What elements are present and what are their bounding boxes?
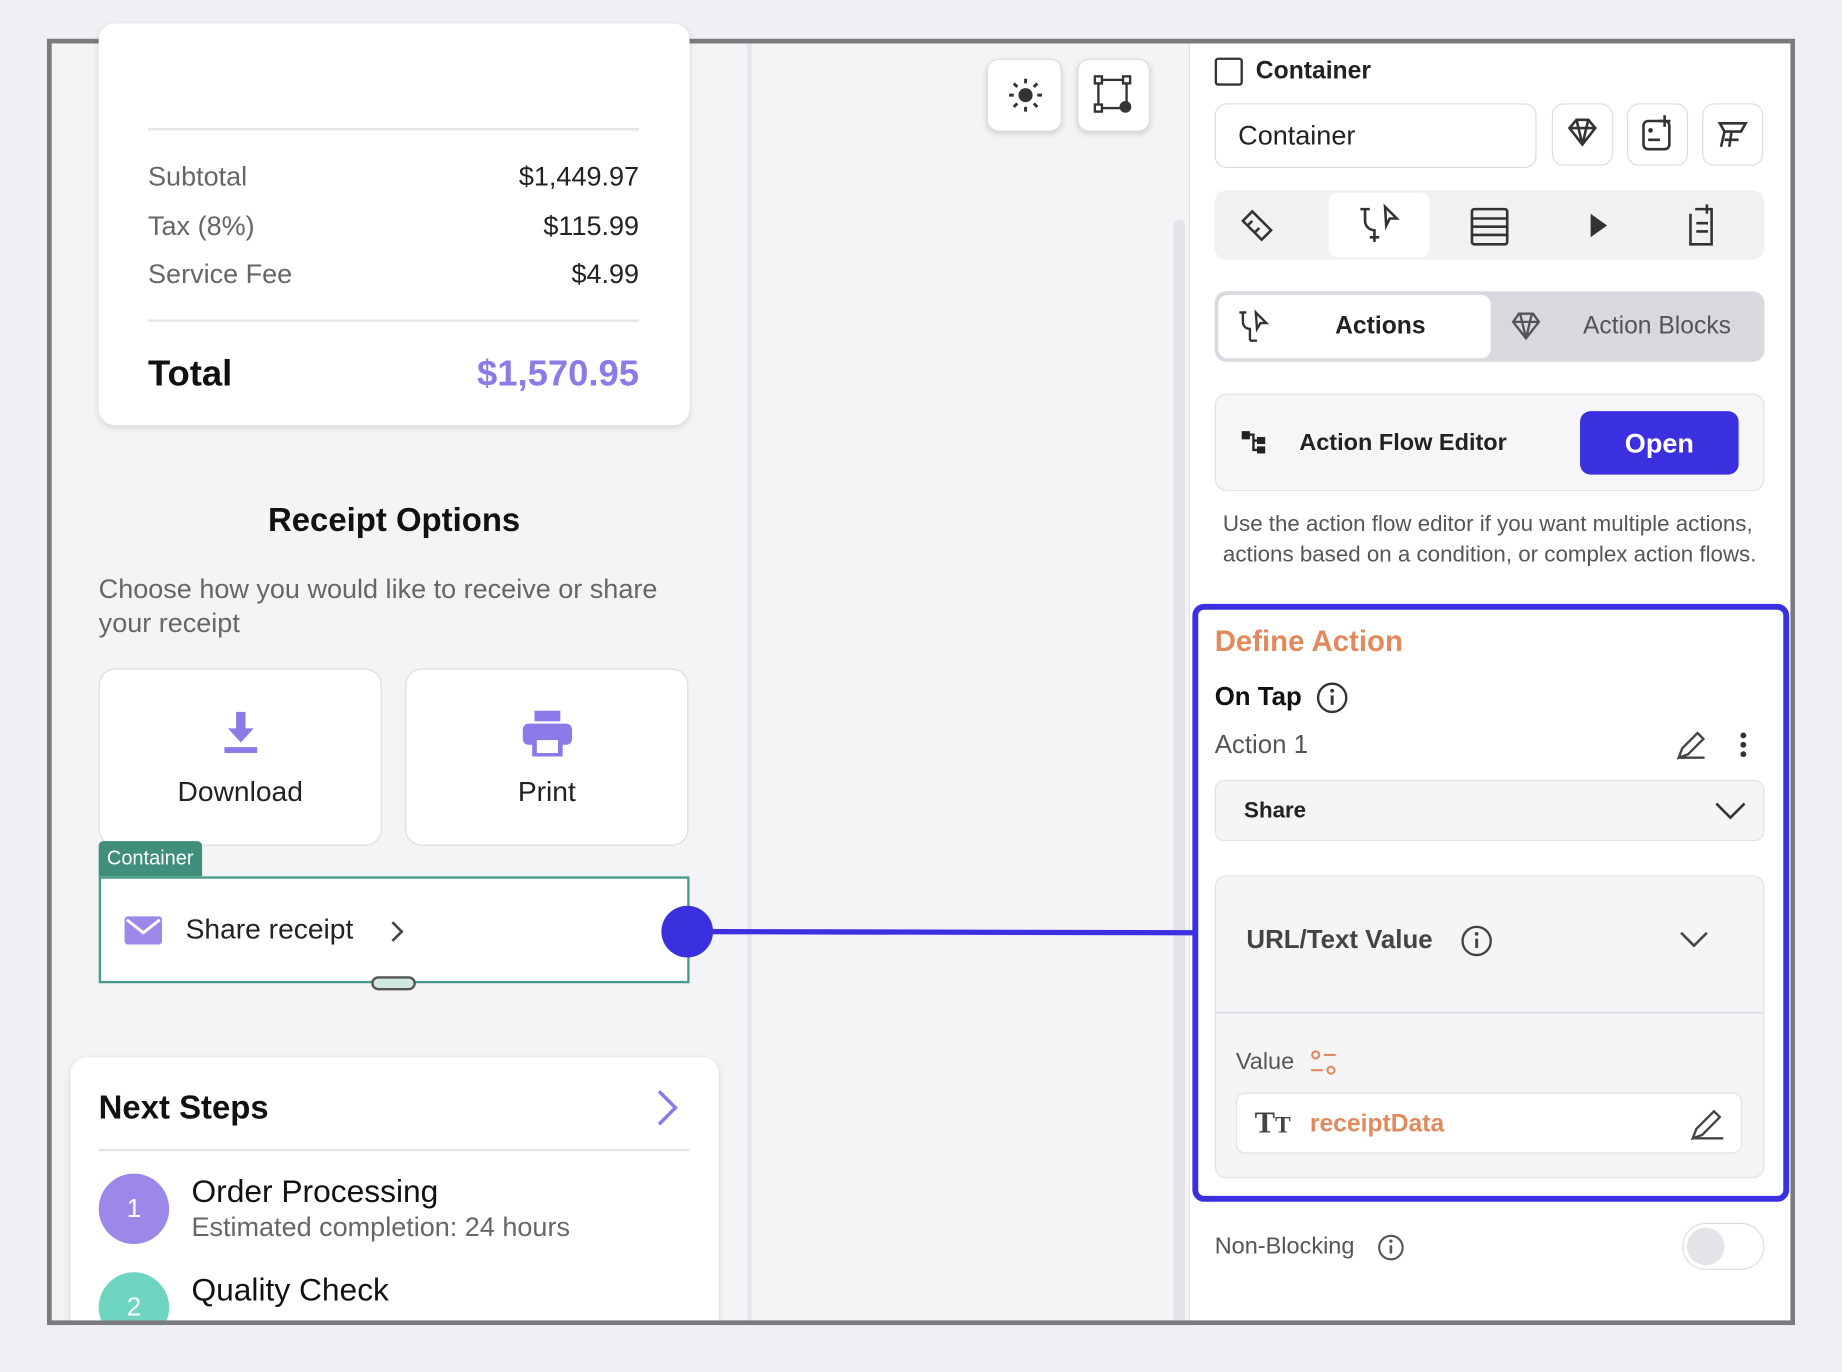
toggle[interactable] (1682, 1222, 1765, 1270)
name-input[interactable] (1214, 103, 1537, 168)
icon-button[interactable] (1551, 103, 1613, 166)
theme-button[interactable] (986, 58, 1062, 132)
section-description: Choose how you would like to receive or … (98, 573, 658, 638)
parameter-title: URL/Text Value (1246, 924, 1433, 954)
tab-icons (1241, 203, 1713, 246)
icon-button[interactable] (1702, 103, 1764, 166)
step-title: Order Processing (191, 1173, 439, 1209)
mail-icon (124, 916, 163, 945)
value-text: receiptData (1309, 1110, 1445, 1138)
action-name: Action 1 (1214, 729, 1309, 759)
layout-button[interactable] (1077, 58, 1151, 132)
icon-button[interactable] (1627, 103, 1689, 166)
separator (148, 128, 640, 131)
resize-handle[interactable] (371, 976, 416, 991)
value-field[interactable] (1235, 1092, 1743, 1154)
action-type-dropdown[interactable] (1214, 780, 1765, 842)
flow-icon (1241, 431, 1266, 454)
download-icon (224, 711, 258, 754)
flow-editor-label: Action Flow Editor (1299, 429, 1507, 456)
separator (98, 1148, 690, 1152)
separator (1215, 1011, 1764, 1014)
name-input-text: Container (1238, 119, 1356, 151)
value-label: Value (1235, 1049, 1295, 1075)
chevron (657, 1090, 678, 1126)
step-title: Quality Check (191, 1272, 389, 1308)
total-value: $1,570.95 (477, 352, 640, 394)
action-tools (1676, 731, 1747, 760)
edit-icon[interactable] (1688, 1105, 1728, 1143)
widget-label: Container (1255, 57, 1371, 85)
total-label: Total (148, 352, 233, 394)
download-label: Download (177, 776, 303, 809)
divider (747, 43, 752, 1321)
print-icon (522, 710, 573, 757)
segment-selected[interactable] (1218, 294, 1491, 359)
chevron-down (1715, 802, 1746, 820)
summary-card (98, 23, 690, 426)
tab-action-blocks[interactable]: Action Blocks (1582, 312, 1732, 340)
connector (661, 905, 1196, 958)
chevron-down (1680, 931, 1708, 948)
summary-label: Service Fee (148, 258, 293, 289)
tab-selected[interactable] (1328, 192, 1430, 258)
share-label: Share receipt (185, 913, 354, 946)
tab-bar (1214, 190, 1765, 260)
separator (148, 319, 640, 322)
summary-value: $1,449.97 (518, 160, 640, 192)
scrollbar (1173, 219, 1186, 1321)
section-title: Receipt Options (268, 501, 521, 539)
blocks-icon (1511, 312, 1541, 341)
chevron (391, 921, 404, 942)
frame-edge (46, 1320, 1796, 1326)
checkbox[interactable] (1214, 57, 1243, 86)
summary-label: Tax (8%) (148, 209, 255, 241)
next-steps-card (70, 1057, 719, 1363)
actions-icon (1239, 309, 1270, 342)
define-action-title: Define Action (1214, 624, 1403, 658)
help-text: Use the action flow editor if you want m… (1222, 512, 1757, 567)
highlight (1192, 603, 1790, 1202)
non-blocking-label: Non-Blocking (1214, 1233, 1355, 1260)
variable-icon (1311, 1050, 1336, 1075)
download-card[interactable] (98, 668, 382, 846)
tab-actions[interactable]: Actions (1335, 312, 1426, 340)
trigger-label: On Tap (1214, 681, 1302, 711)
container-tag: Container (98, 841, 202, 877)
info-icon (1316, 682, 1348, 714)
step-number: 1 (98, 1173, 170, 1245)
backdrop (0, 1325, 1842, 1372)
info-icon (1378, 1234, 1404, 1261)
text-type-icon: TT (1254, 1105, 1291, 1140)
share-container[interactable] (98, 876, 690, 984)
step-subtitle: Estimated completion: 24 hours (191, 1211, 570, 1242)
summary-value: $4.99 (571, 258, 640, 289)
open-button[interactable]: Open (1580, 411, 1739, 475)
summary-label: Subtotal (148, 160, 248, 192)
print-card[interactable] (405, 668, 689, 846)
action-type: Share (1244, 798, 1307, 824)
next-steps-title: Next Steps (98, 1088, 269, 1126)
print-label: Print (517, 776, 576, 809)
info-icon (1461, 925, 1492, 957)
summary-value: $115.99 (543, 209, 640, 241)
